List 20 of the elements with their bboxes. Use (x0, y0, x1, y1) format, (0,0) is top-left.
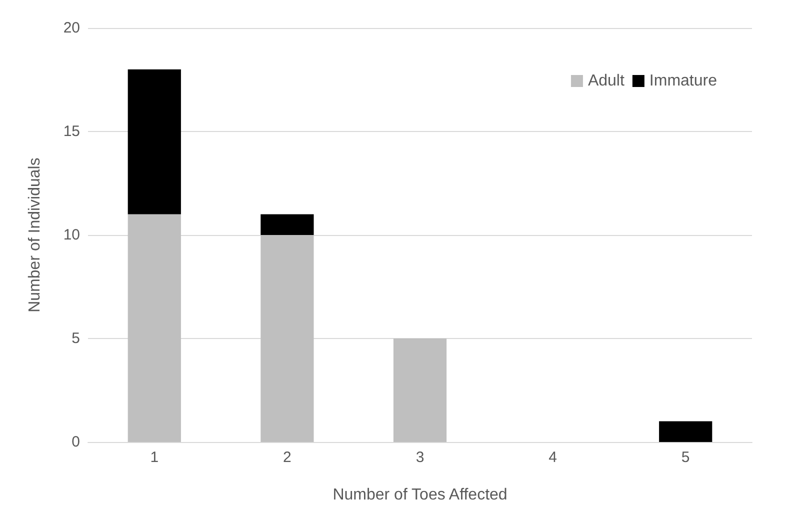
legend-label: Adult (588, 72, 625, 90)
y-tick-label: 0 (72, 434, 80, 450)
bar (260, 235, 314, 442)
x-tick-label: 1 (150, 449, 159, 466)
x-tick-label: 4 (548, 449, 557, 466)
bar (393, 338, 447, 442)
y-tick-label: 15 (63, 123, 80, 140)
x-tick-label: 3 (416, 449, 424, 466)
bar (128, 69, 181, 214)
x-axis-title: Number of Toes Affected (332, 486, 508, 504)
y-tick-label: 10 (63, 226, 80, 244)
bar (260, 214, 314, 235)
y-tick-label: 5 (72, 330, 80, 347)
legend-label: Immature (649, 72, 718, 90)
y-tick-label: 20 (63, 20, 80, 36)
y-axis-title: Number of Individuals (26, 158, 44, 312)
x-tick-label: 2 (283, 449, 292, 466)
bar (128, 214, 181, 442)
x-tick-label: 5 (681, 449, 690, 466)
bar (659, 421, 712, 442)
